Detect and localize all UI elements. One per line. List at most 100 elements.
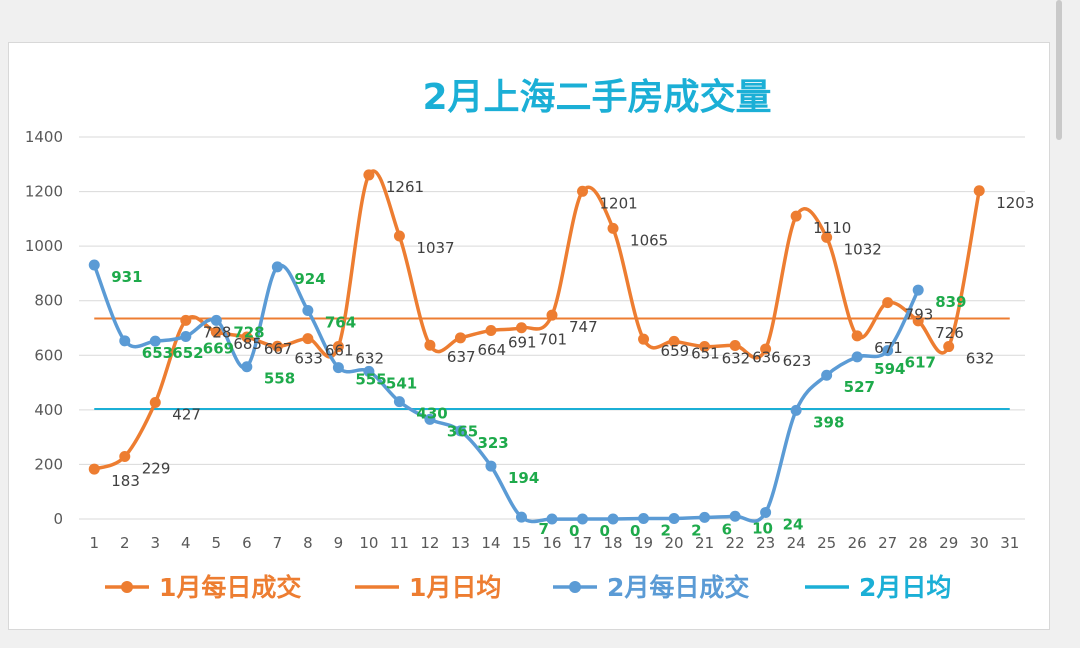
data-point — [302, 333, 314, 345]
data-point — [699, 511, 711, 523]
data-label: 1032 — [844, 240, 882, 258]
x-tick-label: 7 — [273, 534, 283, 552]
data-point — [638, 512, 650, 524]
data-label: 637 — [447, 348, 476, 366]
data-label: 398 — [813, 413, 844, 431]
data-point — [454, 332, 466, 344]
data-point — [851, 351, 863, 363]
data-label: 430 — [416, 405, 447, 423]
data-point — [546, 513, 558, 525]
data-point — [119, 335, 131, 347]
data-point — [882, 297, 894, 309]
series-line — [92, 263, 920, 524]
data-label: 617 — [905, 354, 936, 372]
data-label: 1201 — [600, 194, 638, 212]
data-label: 924 — [294, 270, 325, 288]
x-tick-label: 26 — [848, 534, 867, 552]
data-label: 623 — [783, 352, 812, 370]
data-label: 6 — [722, 520, 732, 538]
y-tick-label: 1400 — [25, 128, 63, 146]
y-tick-label: 800 — [34, 292, 63, 310]
legend-label: 1月每日成交 — [159, 573, 301, 602]
y-tick-label: 0 — [53, 510, 63, 528]
data-point — [729, 339, 741, 351]
data-point — [88, 463, 100, 475]
x-tick-label: 24 — [787, 534, 806, 552]
data-point — [363, 365, 375, 377]
data-label: 541 — [386, 374, 417, 392]
series-lines — [88, 169, 985, 525]
data-label: 0 — [630, 522, 640, 540]
data-label: 691 — [508, 333, 537, 351]
x-axis: 1 2 3 4 5 6 7 8 9 10 11 12 13 14 15 16 17 18 19 20 21 22 23 24 2… — [89, 534, 1019, 552]
data-point — [332, 341, 344, 353]
data-label: 527 — [844, 378, 875, 396]
data-label: 1037 — [416, 239, 454, 257]
data-label: 632 — [722, 350, 751, 368]
data-point — [760, 343, 772, 355]
data-label: 183 — [111, 472, 140, 490]
data-label: 558 — [264, 370, 295, 388]
data-point — [668, 512, 680, 524]
data-label: 653 — [142, 344, 173, 362]
data-point — [332, 362, 344, 374]
chart-title: 2月上海二手房成交量 — [422, 76, 771, 118]
data-point — [790, 210, 802, 222]
data-label: 636 — [752, 348, 781, 366]
y-tick-label: 400 — [34, 401, 63, 419]
data-label: 728 — [203, 323, 232, 341]
data-label: 839 — [935, 293, 966, 311]
series-line — [93, 169, 981, 471]
data-label: 365 — [447, 422, 478, 440]
y-axis: 0 200 400 600 800 1000 1200 1400 — [25, 128, 63, 528]
x-tick-label: 13 — [451, 534, 470, 552]
x-tick-label: 16 — [542, 534, 561, 552]
data-point — [699, 341, 711, 353]
data-point — [88, 259, 100, 271]
data-point — [607, 222, 619, 234]
data-label: 685 — [233, 335, 262, 353]
data-label: 747 — [569, 318, 598, 336]
x-tick-label: 22 — [726, 534, 745, 552]
data-point — [515, 511, 527, 523]
legend-label: 2月日均 — [859, 573, 951, 602]
data-point — [638, 333, 650, 345]
data-point — [912, 284, 924, 296]
x-tick-label: 2 — [120, 534, 130, 552]
data-label: 323 — [477, 434, 508, 452]
data-point — [577, 513, 589, 525]
data-label: 0 — [600, 522, 610, 540]
data-label: 194 — [508, 469, 539, 487]
legend-marker — [121, 581, 133, 593]
data-label: 632 — [355, 350, 384, 368]
data-label: 229 — [142, 460, 171, 478]
data-point — [485, 324, 497, 336]
x-tick-label: 15 — [512, 534, 531, 552]
data-point — [363, 169, 375, 181]
x-tick-label: 19 — [634, 534, 653, 552]
legend-marker — [569, 581, 581, 593]
data-label: 661 — [325, 342, 354, 360]
data-point — [546, 309, 558, 321]
data-label: 931 — [111, 268, 142, 286]
x-tick-label: 6 — [242, 534, 252, 552]
data-label: 652 — [172, 344, 203, 362]
data-point — [210, 314, 222, 326]
data-label: 24 — [783, 515, 804, 533]
x-tick-label: 27 — [878, 534, 897, 552]
x-tick-label: 3 — [151, 534, 161, 552]
data-label: 726 — [935, 324, 964, 342]
data-label: 2 — [661, 521, 671, 539]
data-point — [973, 185, 985, 197]
legend: 1月每日成交 1月日均 2月每日成交 2月日均 — [105, 573, 951, 602]
data-label: 1203 — [996, 194, 1034, 212]
scrollbar[interactable] — [1056, 0, 1062, 140]
data-point — [454, 425, 466, 437]
data-label: 555 — [355, 371, 386, 389]
data-label: 594 — [874, 360, 905, 378]
x-tick-label: 23 — [756, 534, 775, 552]
data-label: 671 — [874, 339, 903, 357]
legend-label: 2月每日成交 — [607, 573, 749, 602]
data-label: 793 — [905, 306, 934, 324]
